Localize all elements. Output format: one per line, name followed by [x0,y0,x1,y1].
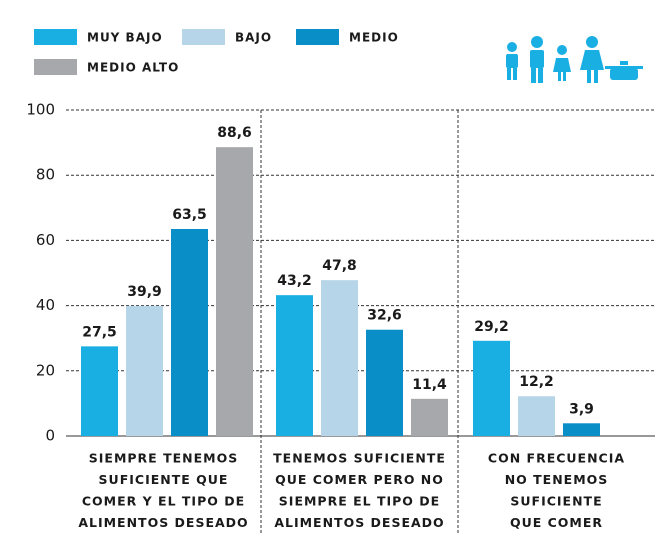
x-tick-label: SIEMPRE TENEMOS [89,451,238,466]
legend-swatch [296,29,339,45]
bar [126,305,163,436]
y-tick-label: 60 [36,231,55,249]
value-label: 47,8 [322,258,357,274]
legend-label: MUY BAJO [87,31,163,45]
x-tick-label: ALIMENTOS DESEADO [78,515,248,530]
bar [563,423,600,436]
x-tick-label: COMER Y EL TIPO DE [82,494,245,509]
value-label: 32,6 [367,308,402,324]
x-tick-label: QUE COMER PERO NO [275,472,444,487]
bar [81,346,118,436]
legend-swatch [182,29,225,45]
x-tick-label: ALIMENTOS DESEADO [274,515,444,530]
bar [276,295,313,436]
legend-label: BAJO [235,31,272,45]
value-label: 39,9 [127,284,162,300]
legend-swatch [34,29,77,45]
value-label: 88,6 [217,125,252,141]
legend-label: MEDIO ALTO [87,61,179,75]
x-tick-label: NO TENEMOS [505,472,609,487]
value-label: 12,2 [519,374,554,390]
y-tick-label: 100 [26,101,55,119]
bar [171,228,208,436]
value-label: 63,5 [172,207,207,223]
x-tick-label: SUFICIENTE QUE [99,472,229,487]
x-tick-label: SIEMPRE EL TIPO DE [279,494,440,509]
bar [321,280,358,436]
value-label: 29,2 [474,319,509,335]
value-label: 27,5 [82,324,117,340]
legend-label: MEDIO [349,31,399,45]
x-tick-label: CON FRECUENCIA [488,451,625,466]
value-label: 3,9 [569,401,594,417]
legend-swatch [34,59,77,75]
value-label: 11,4 [412,377,447,393]
x-tick-label: TENEMOS SUFICIENTE [273,451,446,466]
bar [473,340,510,436]
y-tick-label: 40 [36,296,55,314]
y-tick-label: 0 [45,427,55,445]
bar [518,396,555,436]
bar [366,329,403,436]
y-tick-label: 20 [36,361,55,379]
x-tick-label: QUE COMER [510,515,603,530]
bar [216,147,253,436]
value-label: 43,2 [277,273,312,289]
bar [411,398,448,436]
y-tick-label: 80 [36,166,55,184]
x-tick-label: SUFICIENTE [510,494,602,509]
family-icon [506,36,643,83]
